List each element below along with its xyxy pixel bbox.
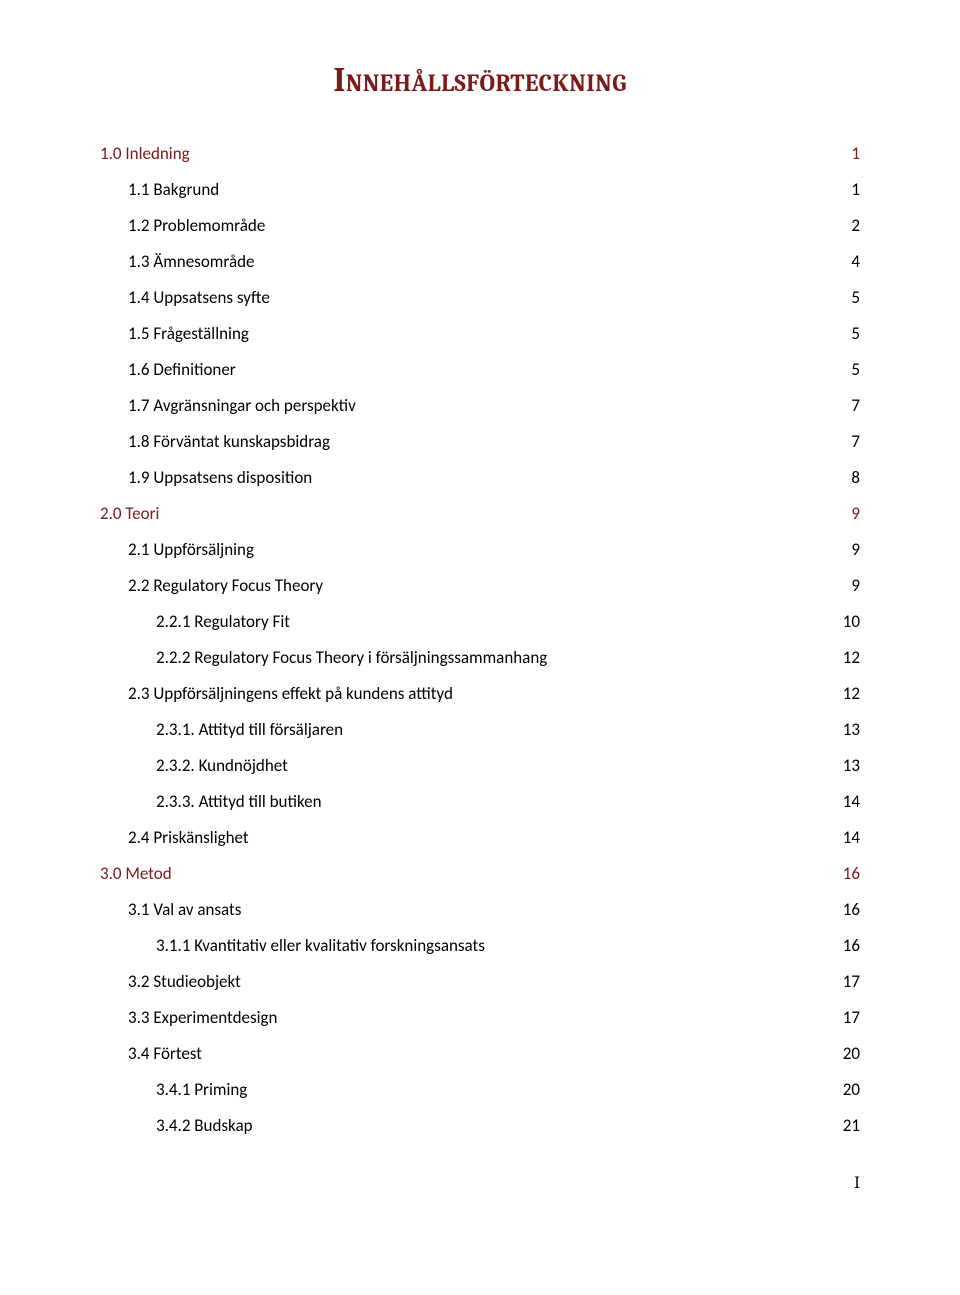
toc-label: 1.3 Ämnesområde [128, 244, 254, 280]
toc-page-number: 7 [851, 388, 860, 424]
toc-label: 2.3.1. Attityd till försäljaren [156, 712, 343, 748]
toc-entry: 1.2 Problemområde 2 [100, 208, 860, 244]
toc-entry: 3.1.1 Kvantitativ eller kvalitativ forsk… [100, 928, 860, 964]
page-number: I [854, 1174, 860, 1193]
toc-entry: 2.1 Uppförsäljning 9 [100, 532, 860, 568]
toc-entry: 2.3.3. Attityd till butiken 14 [100, 784, 860, 820]
table-of-contents: 1.0 Inledning11.1 Bakgrund11.2 Problemom… [100, 136, 860, 1144]
toc-page-number: 16 [843, 892, 860, 928]
toc-page-number: 17 [843, 964, 860, 1000]
toc-page-number: 5 [851, 316, 860, 352]
page-title: Innehållsförteckning [100, 60, 860, 100]
toc-page-number: 5 [851, 280, 860, 316]
toc-label: 1.6 Definitioner [128, 352, 236, 388]
toc-entry: 1.4 Uppsatsens syfte 5 [100, 280, 860, 316]
toc-label: 3.2 Studieobjekt [128, 964, 241, 1000]
toc-entry: 2.3 Uppförsäljningens effekt på kundens … [100, 676, 860, 712]
toc-label: 2.3.3. Attityd till butiken [156, 784, 322, 820]
toc-page-number: 9 [851, 568, 860, 604]
toc-label: 1.9 Uppsatsens disposition [128, 460, 312, 496]
toc-page-number: 9 [851, 532, 860, 568]
toc-page-number: 21 [843, 1108, 860, 1144]
toc-label: 2.2 Regulatory Focus Theory [128, 568, 323, 604]
toc-label: 3.4.1 Priming [156, 1072, 247, 1108]
toc-label: 1.1 Bakgrund [128, 172, 219, 208]
toc-label: 3.1 Val av ansats [128, 892, 241, 928]
toc-page-number: 16 [843, 928, 860, 964]
toc-entry: 1.0 Inledning 1 [100, 136, 860, 172]
toc-page-number: 9 [851, 496, 860, 532]
toc-entry: 2.0 Teori 9 [100, 496, 860, 532]
toc-label: 2.1 Uppförsäljning [128, 532, 254, 568]
toc-entry: 3.1 Val av ansats 16 [100, 892, 860, 928]
toc-page-number: 7 [851, 424, 860, 460]
toc-page-number: 2 [851, 208, 860, 244]
toc-page-number: 13 [843, 748, 860, 784]
toc-page-number: 17 [843, 1000, 860, 1036]
toc-page-number: 1 [851, 136, 860, 172]
toc-entry: 1.3 Ämnesområde 4 [100, 244, 860, 280]
document-page: Innehållsförteckning 1.0 Inledning11.1 B… [0, 0, 960, 1174]
toc-page-number: 12 [843, 676, 860, 712]
toc-label: 1.5 Frågeställning [128, 316, 249, 352]
toc-page-number: 16 [843, 856, 860, 892]
toc-page-number: 13 [843, 712, 860, 748]
toc-page-number: 20 [843, 1036, 860, 1072]
toc-page-number: 4 [851, 244, 860, 280]
toc-label: 2.0 Teori [100, 496, 159, 532]
toc-label: 2.3 Uppförsäljningens effekt på kundens … [128, 676, 453, 712]
toc-page-number: 8 [851, 460, 860, 496]
toc-entry: 2.2 Regulatory Focus Theory 9 [100, 568, 860, 604]
toc-page-number: 1 [851, 172, 860, 208]
toc-entry: 3.2 Studieobjekt 17 [100, 964, 860, 1000]
page-footer: I [0, 1174, 960, 1213]
toc-label: 2.4 Priskänslighet [128, 820, 249, 856]
toc-entry: 2.3.1. Attityd till försäljaren 13 [100, 712, 860, 748]
toc-page-number: 10 [843, 604, 860, 640]
toc-page-number: 20 [843, 1072, 860, 1108]
toc-entry: 2.3.2. Kundnöjdhet 13 [100, 748, 860, 784]
toc-label: 2.3.2. Kundnöjdhet [156, 748, 288, 784]
toc-entry: 2.2.2 Regulatory Focus Theory i försäljn… [100, 640, 860, 676]
toc-label: 1.0 Inledning [100, 136, 190, 172]
toc-label: 3.1.1 Kvantitativ eller kvalitativ forsk… [156, 928, 485, 964]
toc-entry: 3.0 Metod 16 [100, 856, 860, 892]
toc-entry: 1.5 Frågeställning 5 [100, 316, 860, 352]
toc-entry: 3.4.1 Priming 20 [100, 1072, 860, 1108]
toc-entry: 1.7 Avgränsningar och perspektiv 7 [100, 388, 860, 424]
toc-entry: 2.2.1 Regulatory Fit 10 [100, 604, 860, 640]
toc-label: 3.3 Experimentdesign [128, 1000, 277, 1036]
toc-page-number: 12 [843, 640, 860, 676]
toc-entry: 3.4.2 Budskap 21 [100, 1108, 860, 1144]
toc-label: 2.2.2 Regulatory Focus Theory i försäljn… [156, 640, 547, 676]
toc-entry: 1.9 Uppsatsens disposition 8 [100, 460, 860, 496]
toc-label: 2.2.1 Regulatory Fit [156, 604, 290, 640]
toc-label: 1.7 Avgränsningar och perspektiv [128, 388, 356, 424]
toc-entry: 2.4 Priskänslighet 14 [100, 820, 860, 856]
toc-label: 1.4 Uppsatsens syfte [128, 280, 270, 316]
toc-label: 3.4.2 Budskap [156, 1108, 253, 1144]
toc-label: 1.8 Förväntat kunskapsbidrag [128, 424, 330, 460]
toc-label: 1.2 Problemområde [128, 208, 265, 244]
toc-entry: 3.4 Förtest 20 [100, 1036, 860, 1072]
toc-entry: 1.8 Förväntat kunskapsbidrag 7 [100, 424, 860, 460]
toc-page-number: 14 [843, 820, 860, 856]
toc-page-number: 5 [851, 352, 860, 388]
toc-label: 3.0 Metod [100, 856, 172, 892]
toc-entry: 1.1 Bakgrund 1 [100, 172, 860, 208]
toc-page-number: 14 [843, 784, 860, 820]
toc-label: 3.4 Förtest [128, 1036, 202, 1072]
toc-entry: 1.6 Definitioner 5 [100, 352, 860, 388]
toc-entry: 3.3 Experimentdesign 17 [100, 1000, 860, 1036]
